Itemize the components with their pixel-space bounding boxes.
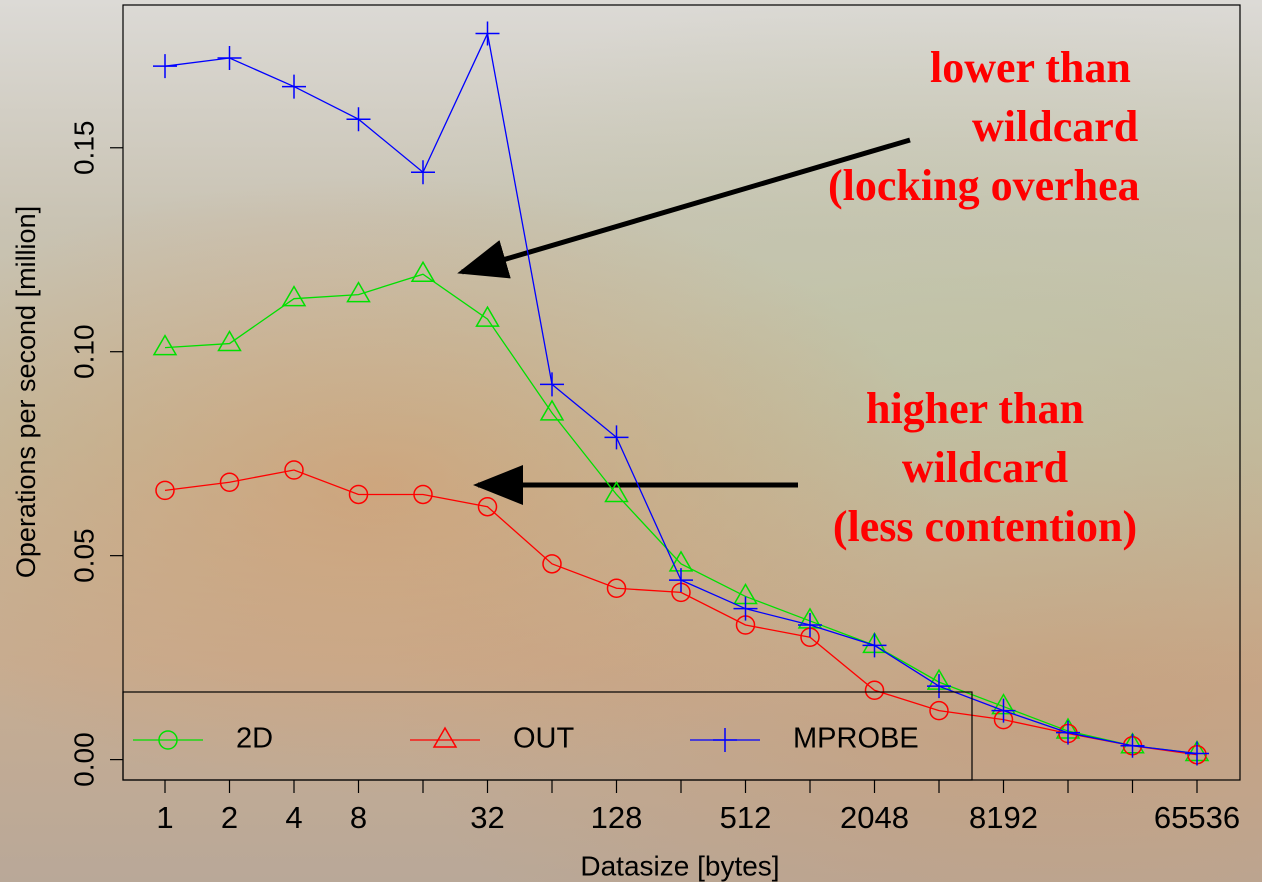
y-tick-label: 0.00 (68, 732, 99, 787)
x-tick-label: 2048 (840, 800, 909, 835)
x-tick-label: 8 (350, 800, 367, 835)
x-tick-label: 1 (156, 800, 173, 835)
annotation-text: higher than (866, 384, 1084, 433)
point (153, 54, 177, 78)
x-tick-label: 4 (285, 800, 302, 835)
point (605, 425, 629, 449)
point (347, 107, 371, 131)
annotation-text: (less contention) (833, 502, 1137, 551)
page: Operations per second [million] Datasize… (0, 0, 1262, 882)
x-tick-label: 2 (221, 800, 238, 835)
point (283, 287, 305, 306)
x-axis-label: Datasize [bytes] (580, 850, 779, 881)
point (219, 332, 241, 351)
y-axis-label: Operations per second [million] (11, 206, 41, 578)
legend-marker (434, 728, 456, 747)
point (154, 336, 176, 355)
legend-marker (713, 728, 737, 752)
y-tick-label: 0.10 (68, 324, 99, 379)
y-tick-label: 0.15 (68, 121, 99, 176)
y-tick-label: 0.05 (68, 528, 99, 583)
point (1121, 734, 1145, 758)
point (477, 307, 499, 326)
annotation-text: (locking overhea (828, 161, 1140, 210)
annotation-text: wildcard (902, 443, 1068, 492)
annotation-text: lower than (930, 43, 1131, 92)
point (863, 633, 887, 657)
x-tick-label: 8192 (969, 800, 1038, 835)
point (540, 372, 564, 396)
annotation-text: wildcard (972, 102, 1138, 151)
point (218, 46, 242, 70)
x-tick-label: 512 (720, 800, 772, 835)
point (412, 262, 434, 281)
legend-label: OUT (513, 723, 575, 755)
x-tick-label: 128 (591, 800, 643, 835)
point (411, 160, 435, 184)
point (1185, 741, 1209, 765)
legend-label: 2D (236, 723, 273, 755)
x-tick-label: 65536 (1154, 800, 1240, 835)
x-tick-label: 32 (470, 800, 504, 835)
chart: Operations per second [million] Datasize… (0, 0, 1262, 882)
point (282, 75, 306, 99)
point (476, 22, 500, 46)
point (1056, 721, 1080, 745)
point (541, 401, 563, 420)
legend-label: MPROBE (793, 723, 919, 755)
